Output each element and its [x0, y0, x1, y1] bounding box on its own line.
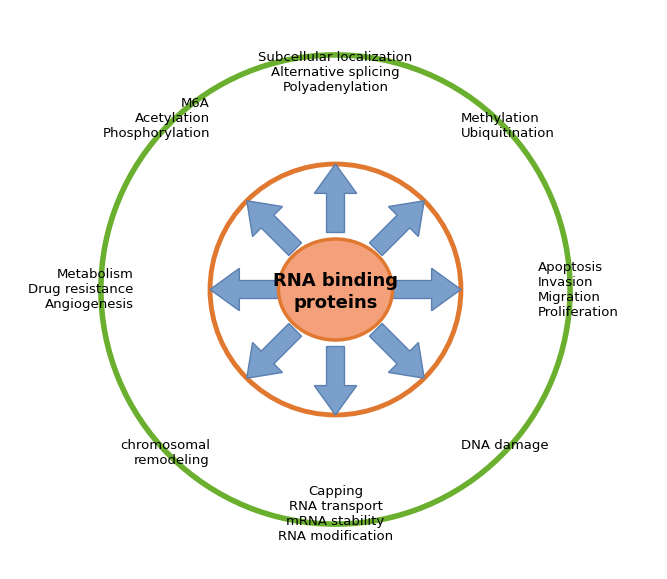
Text: DNA damage: DNA damage [461, 439, 549, 452]
Text: Methylation
Ubiquitination: Methylation Ubiquitination [461, 112, 555, 140]
FancyArrow shape [370, 324, 424, 378]
FancyArrow shape [370, 201, 424, 255]
FancyArrow shape [314, 346, 357, 415]
FancyArrow shape [210, 268, 278, 311]
Text: Apoptosis
Invasion
Migration
Proliferation: Apoptosis Invasion Migration Proliferati… [538, 261, 618, 318]
Text: chromosomal
remodeling: chromosomal remodeling [120, 439, 210, 467]
FancyArrow shape [392, 268, 461, 311]
Text: RNA binding: RNA binding [273, 272, 398, 290]
Text: Subcellular localization
Alternative splicing
Polyadenylation: Subcellular localization Alternative spl… [258, 51, 413, 94]
Text: M6A
Acetylation
Phosphorylation: M6A Acetylation Phosphorylation [102, 97, 210, 140]
FancyArrow shape [314, 164, 357, 233]
Text: Capping
RNA transport
mRNA stability
RNA modification: Capping RNA transport mRNA stability RNA… [278, 485, 393, 543]
FancyArrow shape [247, 324, 301, 378]
Ellipse shape [278, 239, 392, 340]
Text: proteins: proteins [293, 294, 378, 312]
FancyArrow shape [247, 201, 301, 255]
Text: Metabolism
Drug resistance
Angiogenesis: Metabolism Drug resistance Angiogenesis [28, 268, 133, 311]
